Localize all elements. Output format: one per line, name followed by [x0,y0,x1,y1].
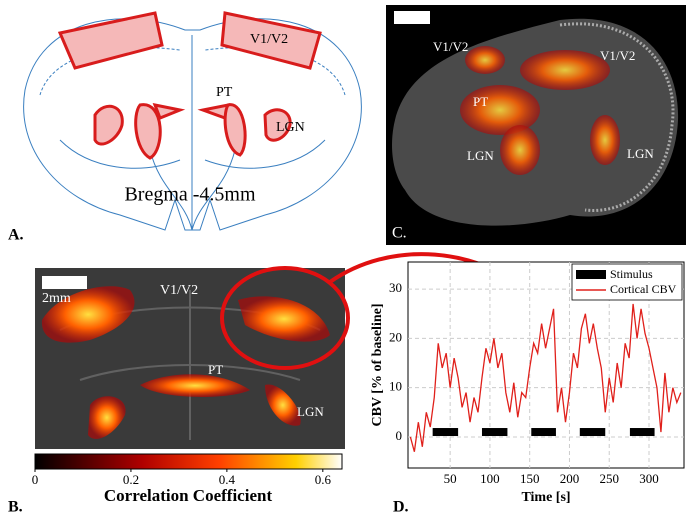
render-label: LGN [467,148,494,163]
atlas-label: PT [216,85,233,100]
render-label: V1/V2 [433,39,468,54]
scale-label: 2mm [42,291,71,306]
scale-bar [42,276,87,289]
atlas-label: V1/V2 [250,32,288,47]
stimulus-block [432,428,459,437]
map-label: V1/V2 [160,283,198,298]
x-tick-label: 100 [480,471,500,486]
x-tick-label: 200 [560,471,580,486]
colorbar-tick-label: 0.2 [123,472,139,487]
stimulus-block [531,428,556,437]
legend-label: Stimulus [610,267,653,281]
scale-bar [394,11,430,24]
map-label: PT [208,362,223,377]
panel-label: B. [8,499,23,516]
x-tick-label: 250 [599,471,619,486]
atlas-regions [57,11,322,160]
render-label: LGN [627,146,654,161]
y-tick-label: 10 [389,379,402,394]
panel-label: D. [393,499,409,516]
map-label: LGN [297,404,324,419]
colorbar-label: Correlation Coefficient [104,486,273,505]
y-tick-label: 0 [396,428,403,443]
x-tick-label: 300 [639,471,659,486]
y-tick-label: 30 [389,280,402,295]
colorbar-tick-label: 0.4 [219,472,236,487]
data-line [409,303,682,452]
panel-label: C. [392,225,407,242]
atlas-label: LGN [276,120,305,135]
legend-swatch [576,270,606,279]
x-tick-label: 150 [520,471,540,486]
x-axis-label: Time [s] [521,490,570,505]
colorbar-tick-label: 0 [32,472,39,487]
colorbar-tick-label: 0.6 [315,472,332,487]
colorbar [34,453,343,470]
legend-label: Cortical CBV [610,282,677,296]
render-label: V1/V2 [600,48,635,63]
map-activation [41,286,330,439]
stimulus-block [629,428,655,437]
stimulus-block [579,428,606,437]
bregma-label: Bregma -4.5mm [124,184,256,206]
y-axis-label: CBV [% of baseline] [370,303,385,426]
highlight-ellipse [220,266,350,370]
panel-label: A. [8,227,24,244]
y-tick-label: 20 [389,329,402,344]
cerebellum [559,22,675,212]
stimulus-block [481,428,508,437]
x-tick-label: 50 [444,471,457,486]
render-label: PT [473,94,488,109]
render-activation [460,46,620,175]
